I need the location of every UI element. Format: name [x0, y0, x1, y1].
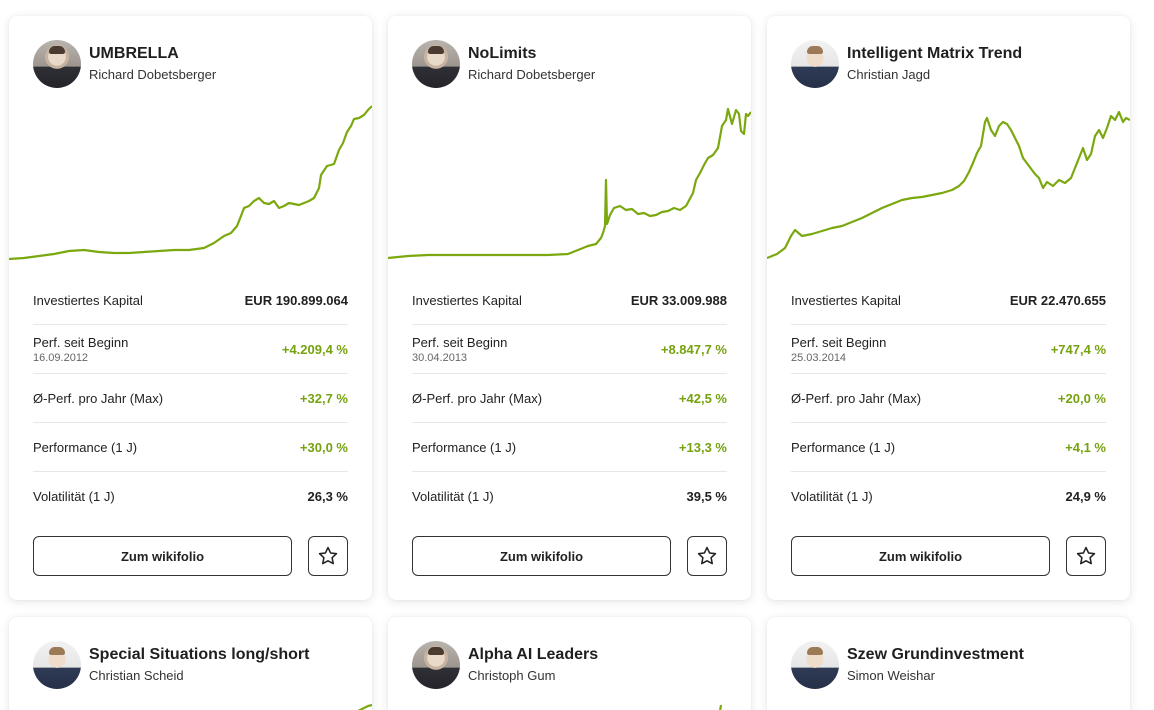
zum-wikifolio-button[interactable]: Zum wikifolio	[33, 536, 292, 576]
wikifolio-card[interactable]: Special Situations long/short Christian …	[9, 617, 372, 710]
avatar	[33, 641, 81, 689]
avatar	[412, 641, 460, 689]
perf-1y-value: +13,3 %	[678, 439, 727, 455]
stat-capital: Investiertes Kapital EUR 33.009.988	[412, 276, 727, 325]
chart-line	[388, 107, 751, 260]
capital-value: EUR 33.009.988	[630, 292, 727, 308]
avatar	[33, 40, 81, 88]
stat-perf-1y: Performance (1 J) +4,1 %	[791, 423, 1106, 472]
card-author: Christoph Gum	[468, 668, 556, 683]
stat-perf-avg-year: Ø-Perf. pro Jahr (Max) +32,7 %	[33, 374, 348, 423]
stat-capital: Investiertes Kapital EUR 22.470.655	[791, 276, 1106, 325]
card-author: Simon Weishar	[847, 668, 935, 683]
stat-perf-since-start: Perf. seit Beginn 25.03.2014 +747,4 %	[791, 325, 1106, 374]
wikifolio-card[interactable]: Alpha AI Leaders Christoph Gum	[388, 617, 751, 710]
performance-chart	[388, 98, 751, 278]
perf-since-start-value: +747,4 %	[1050, 341, 1106, 357]
stat-perf-since-start: Perf. seit Beginn 30.04.2013 +8.847,7 %	[412, 325, 727, 374]
perf-avg-year-value: +32,7 %	[299, 390, 348, 406]
capital-value: EUR 22.470.655	[1009, 292, 1106, 308]
chart-line	[9, 105, 372, 261]
card-header: Alpha AI Leaders Christoph Gum	[412, 641, 598, 689]
card-actions: Zum wikifolio	[791, 536, 1106, 576]
card-actions: Zum wikifolio	[33, 536, 348, 576]
avatar	[412, 40, 460, 88]
stat-perf-1y: Performance (1 J) +13,3 %	[412, 423, 727, 472]
card-author: Christian Jagd	[847, 67, 931, 82]
card-header: Special Situations long/short Christian …	[33, 641, 309, 689]
vol-1y-value: 39,5 %	[686, 489, 727, 504]
zum-wikifolio-button[interactable]: Zum wikifolio	[791, 536, 1050, 576]
wikifolio-card[interactable]: Intelligent Matrix Trend Christian Jagd …	[767, 16, 1130, 600]
star-outline-icon	[697, 546, 717, 565]
perf-1y-value: +4,1 %	[1065, 439, 1106, 455]
stats-list: Investiertes Kapital EUR 33.009.988 Perf…	[412, 276, 727, 521]
capital-value: EUR 190.899.064	[244, 292, 348, 308]
card-title[interactable]: Special Situations long/short	[89, 646, 310, 663]
stat-perf-avg-year: Ø-Perf. pro Jahr (Max) +20,0 %	[791, 374, 1106, 423]
card-title[interactable]: NoLimits	[468, 45, 537, 62]
card-author: Richard Dobetsberger	[468, 67, 596, 82]
chart-line	[767, 110, 1130, 260]
stat-capital: Investiertes Kapital EUR 190.899.064	[33, 276, 348, 325]
start-date: 25.03.2014	[791, 351, 847, 364]
stat-vol-1y: Volatilität (1 J) 24,9 %	[791, 489, 1106, 504]
card-header: Intelligent Matrix Trend Christian Jagd	[791, 40, 1022, 88]
performance-chart	[9, 98, 372, 278]
performance-chart	[767, 98, 1130, 278]
card-header: NoLimits Richard Dobetsberger	[412, 40, 595, 88]
card-title[interactable]: Szew Grundinvestment	[847, 646, 1024, 663]
stat-perf-1y: Performance (1 J) +30,0 %	[33, 423, 348, 472]
card-actions: Zum wikifolio	[412, 536, 727, 576]
perf-avg-year-value: +20,0 %	[1057, 390, 1106, 406]
card-header: Szew Grundinvestment Simon Weishar	[791, 641, 1024, 689]
avatar	[791, 40, 839, 88]
star-outline-icon	[318, 546, 338, 565]
perf-since-start-value: +8.847,7 %	[660, 341, 727, 357]
stat-vol-1y: Volatilität (1 J) 39,5 %	[412, 489, 727, 504]
card-title[interactable]: UMBRELLA	[89, 45, 179, 62]
wikifolio-card[interactable]: Szew Grundinvestment Simon Weishar	[767, 617, 1130, 710]
stat-perf-since-start: Perf. seit Beginn 16.09.2012 +4.209,4 %	[33, 325, 348, 374]
card-title[interactable]: Alpha AI Leaders	[468, 646, 599, 663]
perf-avg-year-value: +42,5 %	[678, 390, 727, 406]
stats-list: Investiertes Kapital EUR 22.470.655 Perf…	[791, 276, 1106, 521]
vol-1y-value: 26,3 %	[307, 489, 348, 504]
start-date: 30.04.2013	[412, 351, 468, 364]
zum-wikifolio-button[interactable]: Zum wikifolio	[412, 536, 671, 576]
star-outline-icon	[1076, 546, 1096, 565]
card-author: Richard Dobetsberger	[89, 67, 217, 82]
favorite-button[interactable]	[1066, 536, 1106, 576]
vol-1y-value: 24,9 %	[1065, 489, 1106, 504]
card-header: UMBRELLA Richard Dobetsberger	[33, 40, 216, 88]
chart-line-fragment	[358, 703, 372, 710]
stat-vol-1y: Volatilität (1 J) 26,3 %	[33, 489, 348, 504]
favorite-button[interactable]	[687, 536, 727, 576]
wikifolio-card[interactable]: NoLimits Richard Dobetsberger Investiert…	[388, 16, 751, 600]
stats-list: Investiertes Kapital EUR 190.899.064 Per…	[33, 276, 348, 521]
card-title[interactable]: Intelligent Matrix Trend	[847, 45, 1023, 62]
perf-since-start-value: +4.209,4 %	[281, 341, 348, 357]
start-date: 16.09.2012	[33, 351, 89, 364]
wikifolio-card[interactable]: UMBRELLA Richard Dobetsberger Investiert…	[9, 16, 372, 600]
favorite-button[interactable]	[308, 536, 348, 576]
chart-line-fragment	[719, 704, 723, 710]
stat-perf-avg-year: Ø-Perf. pro Jahr (Max) +42,5 %	[412, 374, 727, 423]
perf-1y-value: +30,0 %	[299, 439, 348, 455]
avatar	[791, 641, 839, 689]
card-author: Christian Scheid	[89, 668, 184, 683]
